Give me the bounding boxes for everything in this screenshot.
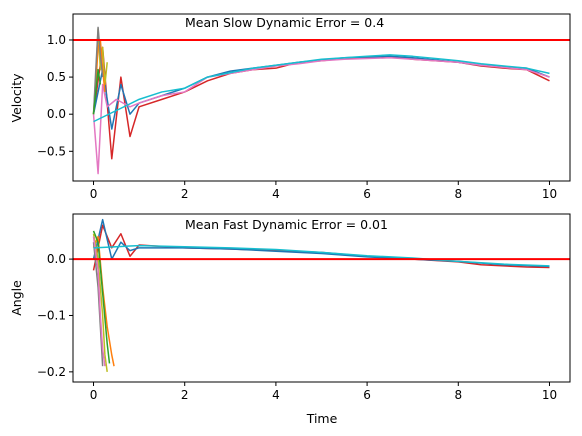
- angle-subplot: 0 2 4 6 8 10 0.0 −0.1 −0.2 Mean Fast Dynamic Er…: [9, 213, 571, 426]
- angle-x-ticks: 0 2 4 6 8 10: [90, 382, 557, 402]
- velocity-y-tick-label: 0.0: [47, 107, 66, 121]
- velocity-x-ticks: 0 2 4 6 8 10: [90, 181, 557, 201]
- velocity-x-tick-label: 0: [90, 187, 98, 201]
- velocity-subplot: 0 2 4 6 8 10 1.0 0.5 0.0 −0.5 Mean Slow Dynamic …: [9, 13, 571, 201]
- angle-x-tick-label: 2: [181, 388, 189, 402]
- angle-x-tick-label: 8: [454, 388, 462, 402]
- angle-x-tick-label: 4: [272, 388, 280, 402]
- angle-x-axis-label: Time: [306, 411, 338, 426]
- angle-x-tick-label: 10: [542, 388, 557, 402]
- velocity-y-tick-label: −0.5: [37, 144, 66, 158]
- angle-y-axis-label: Angle: [9, 280, 24, 316]
- velocity-x-tick-label: 2: [181, 187, 189, 201]
- angle-y-tick-label: −0.2: [37, 365, 66, 379]
- velocity-x-tick-label: 6: [363, 187, 371, 201]
- angle-error-annotation: Mean Fast Dynamic Error = 0.01: [185, 217, 388, 232]
- angle-y-ticks: 0.0 −0.1 −0.2: [37, 252, 73, 379]
- velocity-x-tick-label: 4: [272, 187, 280, 201]
- velocity-axes-frame: [72, 13, 571, 182]
- angle-series-group: [92, 218, 550, 372]
- velocity-y-axis-label: Velocity: [9, 73, 24, 123]
- angle-x-tick-label: 0: [90, 388, 98, 402]
- velocity-series-group: [92, 26, 550, 175]
- velocity-series-line-6: [92, 68, 102, 115]
- angle-series-line-7: [93, 244, 550, 267]
- velocity-series-line-7: [93, 54, 550, 123]
- velocity-y-tick-label: 0.5: [47, 70, 66, 84]
- velocity-series-line-5: [92, 26, 104, 115]
- angle-y-tick-label: −0.1: [37, 308, 66, 322]
- angle-series-line-3: [92, 230, 111, 364]
- angle-series-line-4: [92, 233, 108, 372]
- angle-y-tick-label: 0.0: [47, 252, 66, 266]
- velocity-x-tick-label: 8: [454, 187, 462, 201]
- velocity-x-tick-label: 10: [542, 187, 557, 201]
- velocity-error-annotation: Mean Slow Dynamic Error = 0.4: [185, 15, 384, 30]
- velocity-y-tick-label: 1.0: [47, 33, 66, 47]
- angle-axes-frame: [72, 213, 571, 383]
- velocity-y-ticks: 1.0 0.5 0.0 −0.5: [37, 33, 73, 158]
- angle-x-tick-label: 6: [363, 388, 371, 402]
